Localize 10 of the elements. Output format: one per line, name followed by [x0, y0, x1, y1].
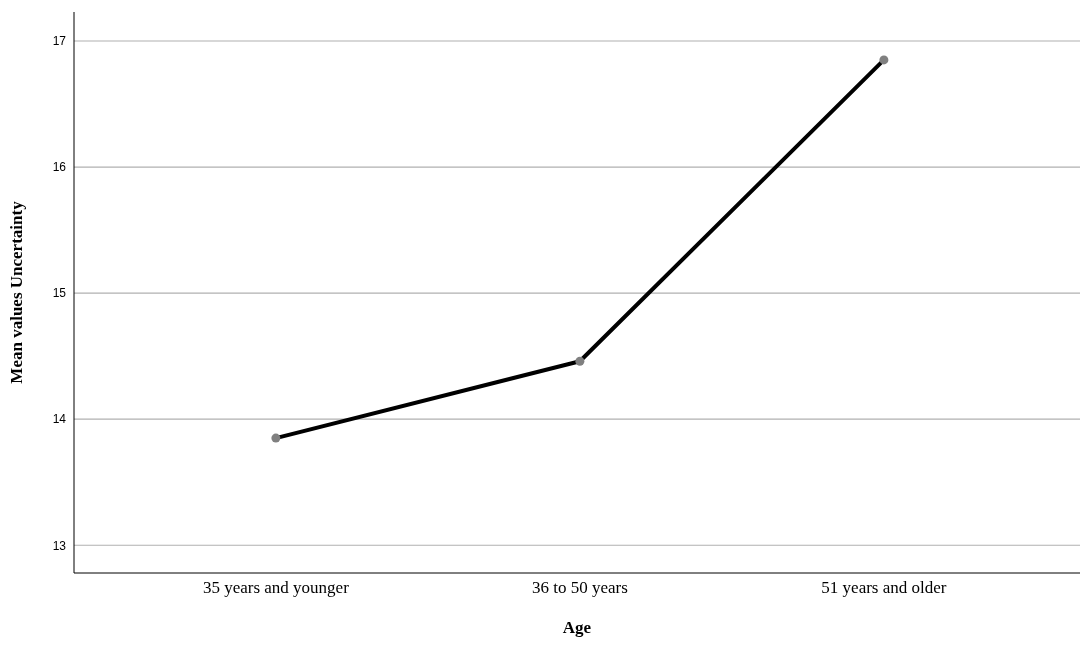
- y-axis-title: Mean values Uncertainty: [7, 200, 27, 384]
- x-tick-label: 35 years and younger: [202, 578, 350, 598]
- y-tick-label: 16: [52, 160, 67, 175]
- y-tick-label: 17: [52, 34, 67, 49]
- y-tick-label: 14: [52, 412, 67, 427]
- y-tick-label: 15: [52, 286, 67, 301]
- x-axis-title: Age: [562, 618, 592, 637]
- y-tick-label: 13: [52, 538, 67, 553]
- x-tick-label: 36 to 50 years: [531, 578, 628, 598]
- x-tick-label: 51 years and older: [821, 578, 947, 598]
